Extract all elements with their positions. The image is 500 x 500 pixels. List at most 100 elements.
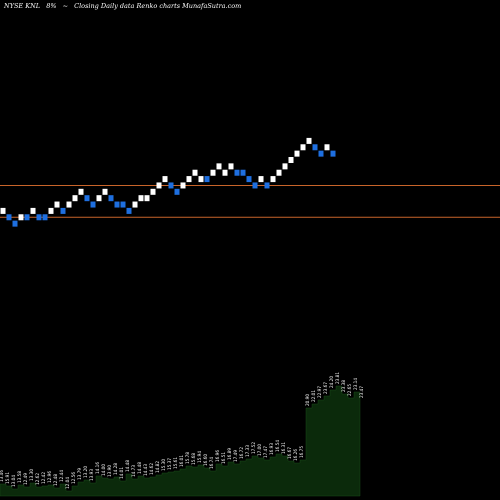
volume-label: 12.49 (23, 473, 28, 485)
volume-label: 16.93 (269, 443, 274, 455)
volume-label: 17.49 (233, 450, 238, 462)
volume-label: 15.91 (5, 472, 10, 484)
renko-brick (210, 169, 216, 176)
volume-label: 15.68 (191, 453, 196, 465)
ticker-symbol: NYSE KNL (4, 2, 41, 10)
volume-label: 13.58 (17, 471, 22, 483)
renko-brick (0, 207, 6, 214)
volume-label: 15.94 (197, 451, 202, 463)
chart-description: Closing Daily data Renko charts MunafaSu… (74, 2, 242, 10)
volume-label: 14.62 (149, 463, 154, 475)
renko-brick (6, 214, 12, 221)
renko-brick (168, 182, 174, 189)
volume-label: 16.75 (299, 446, 304, 458)
renko-brick (228, 163, 234, 170)
volume-label: 16.54 (275, 440, 280, 452)
volume-label: 16.67 (287, 447, 292, 459)
renko-brick (276, 169, 282, 176)
volume-label: 12.56 (71, 472, 76, 484)
renko-brick (240, 169, 246, 176)
renko-brick (192, 169, 198, 176)
renko-brick (144, 195, 150, 202)
renko-brick (132, 201, 138, 208)
volume-label: 17.47 (263, 446, 268, 458)
volume-label: 13.20 (83, 466, 88, 478)
renko-brick (36, 214, 42, 221)
volume-label: 24.20 (329, 376, 334, 388)
volume-label: 16.96 (215, 450, 220, 462)
renko-brick (180, 182, 186, 189)
renko-brick (30, 207, 36, 214)
renko-brick (258, 176, 264, 183)
renko-brick (102, 188, 108, 195)
renko-brick (300, 144, 306, 151)
volume-label: 16.26 (293, 449, 298, 461)
renko-brick (324, 144, 330, 151)
volume-label: 16.31 (281, 442, 286, 454)
renko-brick (24, 214, 30, 221)
volume-label: 12.48 (53, 474, 58, 486)
renko-brick (138, 195, 144, 202)
renko-brick (78, 188, 84, 195)
volume-label: 23.14 (353, 378, 358, 390)
renko-bricks (0, 137, 336, 227)
volume-labels: 13.46 15.91 13.04 13.58 12.49 13.30 12.62 12.42… (0, 372, 364, 489)
volume-label: 16.51 (221, 452, 226, 464)
volume-label: 22.97 (317, 386, 322, 398)
renko-brick (114, 201, 120, 208)
volume-label: 13.79 (77, 468, 82, 480)
volume-label: 12.96 (47, 471, 52, 483)
volume-label: 22.01 (311, 390, 316, 402)
volume-label: 20.90 (305, 394, 310, 406)
volume-label: 14.01 (119, 467, 124, 479)
renko-brick (60, 207, 66, 214)
renko-brick (186, 176, 192, 183)
renko-brick (108, 195, 114, 202)
renko-brick (282, 163, 288, 170)
renko-brick (48, 207, 54, 214)
renko-brick (66, 201, 72, 208)
renko-brick (96, 195, 102, 202)
renko-brick (12, 220, 18, 227)
renko-brick (156, 182, 162, 189)
renko-brick (318, 150, 324, 157)
volume-label: 13.46 (0, 470, 4, 482)
volume-label: 14.48 (125, 460, 130, 472)
volume-label: 23.38 (341, 380, 346, 392)
renko-brick (294, 150, 300, 157)
volume-label: 13.90 (107, 465, 112, 477)
renko-brick (270, 176, 276, 183)
volume-label: 12.44 (59, 470, 64, 482)
volume-area-path (0, 385, 361, 497)
volume-label: 12.04 (65, 477, 70, 489)
volume-area (0, 385, 361, 497)
chart-header: NYSE KNL 8% ~ Closing Daily data Renko c… (4, 2, 245, 10)
volume-label: 14.43 (143, 464, 148, 476)
support-lines (0, 184, 500, 218)
renko-brick (246, 176, 252, 183)
volume-label: 22.65 (347, 384, 352, 396)
volume-label: 14.48 (137, 462, 142, 474)
renko-brick (90, 201, 96, 208)
change-percent: 8% (46, 2, 57, 10)
renko-brick (120, 201, 126, 208)
volume-label: 23.81 (335, 372, 340, 384)
volume-label: 16.01 (179, 455, 184, 467)
volume-label: 12.62 (35, 473, 40, 485)
renko-brick (222, 169, 228, 176)
volume-label: 17.33 (245, 445, 250, 457)
renko-brick (18, 214, 24, 221)
volume-label: 12.42 (41, 472, 46, 484)
renko-brick (252, 182, 258, 189)
volume-label: 16.72 (239, 447, 244, 459)
volume-label: 17.52 (251, 442, 256, 454)
renko-brick (198, 176, 204, 183)
volume-label: 15.78 (185, 452, 190, 464)
renko-brick (54, 201, 60, 208)
renko-brick (204, 176, 210, 183)
volume-label: 16.74 (209, 457, 214, 469)
volume-label: 14.82 (155, 461, 160, 473)
volume-label: 13.93 (89, 469, 94, 481)
renko-brick (312, 144, 318, 151)
